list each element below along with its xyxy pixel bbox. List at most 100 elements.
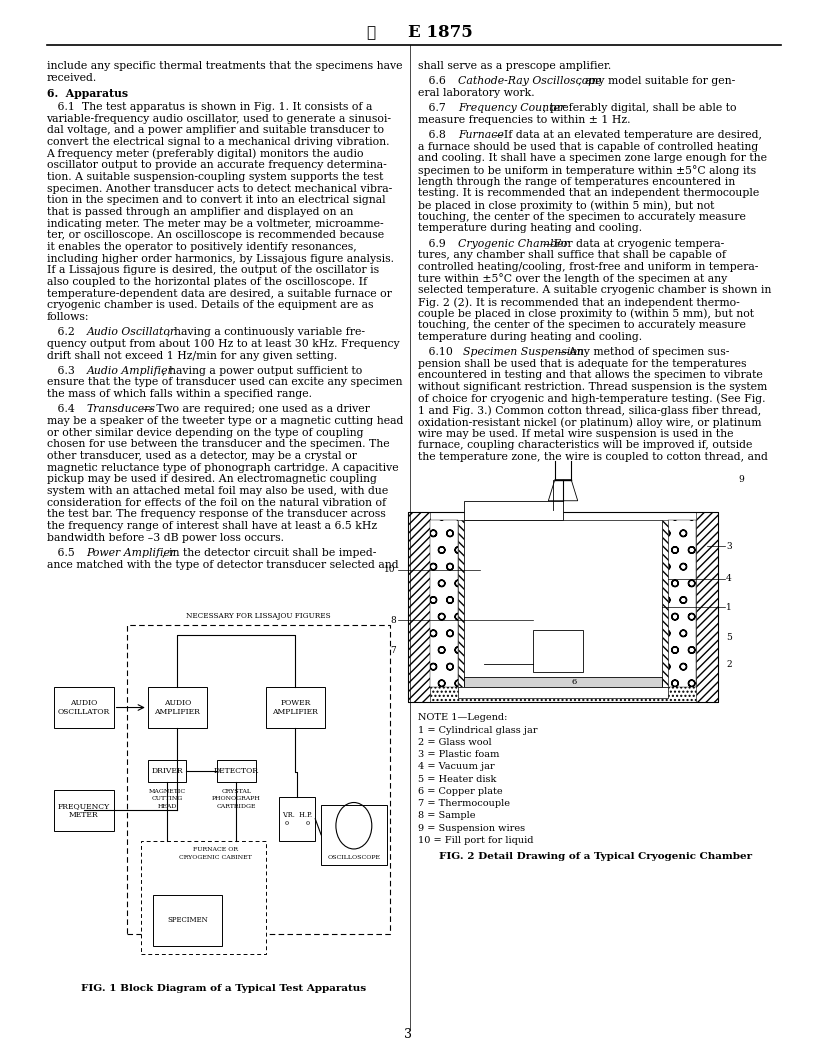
Text: selected temperature. A suitable cryogenic chamber is shown in: selected temperature. A suitable cryogen… [418,285,771,296]
Text: 7: 7 [390,645,396,655]
Text: pension shall be used that is adequate for the temperatures: pension shall be used that is adequate f… [418,359,747,369]
Bar [148,760,186,782]
Text: 5: 5 [726,634,732,642]
Text: without significant restriction. Thread suspension is the system: without significant restriction. Thread … [418,382,767,392]
Text: wire may be used. If metal wire suspension is used in the: wire may be used. If metal wire suspensi… [418,429,734,439]
Text: Frequency Counter: Frequency Counter [458,103,565,113]
Text: pickup may be used if desired. An electromagnetic coupling: pickup may be used if desired. An electr… [47,474,376,485]
Text: measure frequencies to within ± 1 Hz.: measure frequencies to within ± 1 Hz. [418,115,630,125]
Text: , having a power output sufficient to: , having a power output sufficient to [162,365,362,376]
Bar [54,790,113,830]
Text: 10 = Fill port for liquid: 10 = Fill port for liquid [418,836,534,845]
Text: 9: 9 [738,475,744,484]
Text: If a Lissajous figure is desired, the output of the oscillator is: If a Lissajous figure is desired, the ou… [47,265,379,276]
Text: other transducer, used as a detector, may be a crystal or: other transducer, used as a detector, ma… [47,451,357,461]
Text: 6.8: 6.8 [418,130,453,140]
Bar [279,796,315,841]
Text: 3: 3 [404,1029,412,1041]
Text: 4: 4 [726,574,732,583]
Text: 3 = Plastic foam: 3 = Plastic foam [418,750,499,759]
Text: 6 = Copper plate: 6 = Copper plate [418,787,503,796]
Bar [54,687,113,728]
Text: eral laboratory work.: eral laboratory work. [418,88,534,98]
Text: Fig. 2 (2). It is recommended that an independent thermo-: Fig. 2 (2). It is recommended that an in… [418,297,739,307]
Text: OSCILLATOR: OSCILLATOR [58,708,110,716]
Text: 8: 8 [390,616,396,625]
Text: CARTRIDGE: CARTRIDGE [217,804,256,809]
Bar [534,629,583,672]
Text: oscillator output to provide an accurate frequency determina-: oscillator output to provide an accurate… [47,161,386,170]
Text: the mass of which falls within a specified range.: the mass of which falls within a specifi… [47,390,312,399]
Text: FIG. 2 Detail Drawing of a Typical Cryogenic Chamber: FIG. 2 Detail Drawing of a Typical Cryog… [439,851,752,861]
Text: touching, the center of the specimen to accurately measure: touching, the center of the specimen to … [418,320,746,331]
Text: Ⓜ: Ⓜ [366,25,376,40]
Text: oxidation-resistant nickel (or platinum) alloy wire, or platinum: oxidation-resistant nickel (or platinum)… [418,417,761,428]
Text: A frequency meter (preferably digital) monitors the audio: A frequency meter (preferably digital) m… [47,149,364,159]
Text: 9 = Suspension wires: 9 = Suspension wires [418,824,525,832]
Text: 6.9: 6.9 [418,239,453,248]
Text: PHONOGRAPH: PHONOGRAPH [212,796,261,802]
Text: AUDIO: AUDIO [70,699,97,708]
Text: follows:: follows: [47,313,89,322]
Bar [408,512,718,702]
Text: METER: METER [69,811,99,818]
Text: CUTTING: CUTTING [152,796,183,802]
Text: tures, any chamber shall suffice that shall be capable of: tures, any chamber shall suffice that sh… [418,250,725,260]
Text: bandwidth before –3 dB power loss occurs.: bandwidth before –3 dB power loss occurs… [47,532,283,543]
Text: 7 = Thermocouple: 7 = Thermocouple [418,799,510,808]
Text: length through the range of temperatures encountered in: length through the range of temperatures… [418,176,735,187]
Text: — Two are required; one used as a driver: — Two are required; one used as a driver [142,404,370,414]
Text: 6.6: 6.6 [418,76,453,87]
Text: AMPLIFIER: AMPLIFIER [273,708,318,716]
Bar [408,512,430,702]
Text: temperature during heating and cooling.: temperature during heating and cooling. [418,224,642,233]
Text: HEAD: HEAD [157,804,177,809]
Text: ensure that the type of transducer used can excite any specimen: ensure that the type of transducer used … [47,377,402,388]
Text: AMPLIFIER: AMPLIFIER [154,708,201,716]
Text: dal voltage, and a power amplifier and suitable transducer to: dal voltage, and a power amplifier and s… [47,126,384,135]
Text: Specimen Suspension: Specimen Suspension [463,347,583,357]
Text: tion in the specimen and to convert it into an electrical signal: tion in the specimen and to convert it i… [47,195,385,206]
Text: Audio Oscillator: Audio Oscillator [86,327,175,337]
Text: chosen for use between the transducer and the specimen. The: chosen for use between the transducer an… [47,439,389,449]
Text: testing. It is recommended that an independent thermocouple: testing. It is recommended that an indep… [418,188,759,199]
Bar [266,687,325,728]
Text: FURNACE OR: FURNACE OR [193,847,238,852]
Text: Audio Amplifier: Audio Amplifier [86,365,174,376]
Text: 6.5: 6.5 [47,548,82,558]
Text: 1: 1 [726,603,732,611]
Text: system with an attached metal foil may also be used, with due: system with an attached metal foil may a… [47,486,388,496]
Text: DRIVER: DRIVER [151,768,183,775]
Bar [217,760,255,782]
Text: that is passed through an amplifier and displayed on an: that is passed through an amplifier and … [47,207,353,218]
Text: FIG. 1 Block Diagram of a Typical Test Apparatus: FIG. 1 Block Diagram of a Typical Test A… [82,984,366,994]
Text: variable-frequency audio oscillator, used to generate a sinusoi-: variable-frequency audio oscillator, use… [47,114,392,124]
Text: consideration for effects of the foil on the natural vibration of: consideration for effects of the foil on… [47,497,386,508]
Bar [408,679,718,702]
Text: NECESSARY FOR LISSAJOU FIGURES: NECESSARY FOR LISSAJOU FIGURES [186,612,331,621]
Text: 1 = Cylindrical glass jar: 1 = Cylindrical glass jar [418,725,537,735]
Text: Cryogenic Chamber: Cryogenic Chamber [458,239,569,248]
Text: E 1875: E 1875 [408,24,472,41]
Bar [458,520,464,687]
Text: 4 = Vacuum jar: 4 = Vacuum jar [418,762,494,771]
Text: MAGNETIC: MAGNETIC [149,789,185,794]
Text: 10: 10 [384,565,396,574]
Text: Transducers: Transducers [86,404,156,414]
Bar [408,679,718,702]
Text: Cathode-Ray Oscilloscope: Cathode-Ray Oscilloscope [458,76,601,87]
Text: 3: 3 [726,542,732,551]
Bar [464,677,662,687]
Text: encountered in testing and that allows the specimen to vibrate: encountered in testing and that allows t… [418,371,762,380]
Text: received.: received. [47,73,97,83]
Text: drift shall not exceed 1 Hz/min for any given setting.: drift shall not exceed 1 Hz/min for any … [47,351,337,361]
Text: magnetic reluctance type of phonograph cartridge. A capacitive: magnetic reluctance type of phonograph c… [47,463,398,473]
Text: including higher order harmonics, by Lissajous figure analysis.: including higher order harmonics, by Lis… [47,253,393,264]
Text: temperature-dependent data are desired, a suitable furnace or: temperature-dependent data are desired, … [47,288,392,299]
Text: Power Amplifier: Power Amplifier [86,548,175,558]
Text: o        o: o o [285,819,310,827]
Text: may be a speaker of the tweeter type or a magnetic cutting head: may be a speaker of the tweeter type or … [47,416,403,426]
Text: quency output from about 100 Hz to at least 30 kHz. Frequency: quency output from about 100 Hz to at le… [47,339,399,348]
Text: 6.  Apparatus: 6. Apparatus [47,88,127,99]
Bar [458,687,668,698]
